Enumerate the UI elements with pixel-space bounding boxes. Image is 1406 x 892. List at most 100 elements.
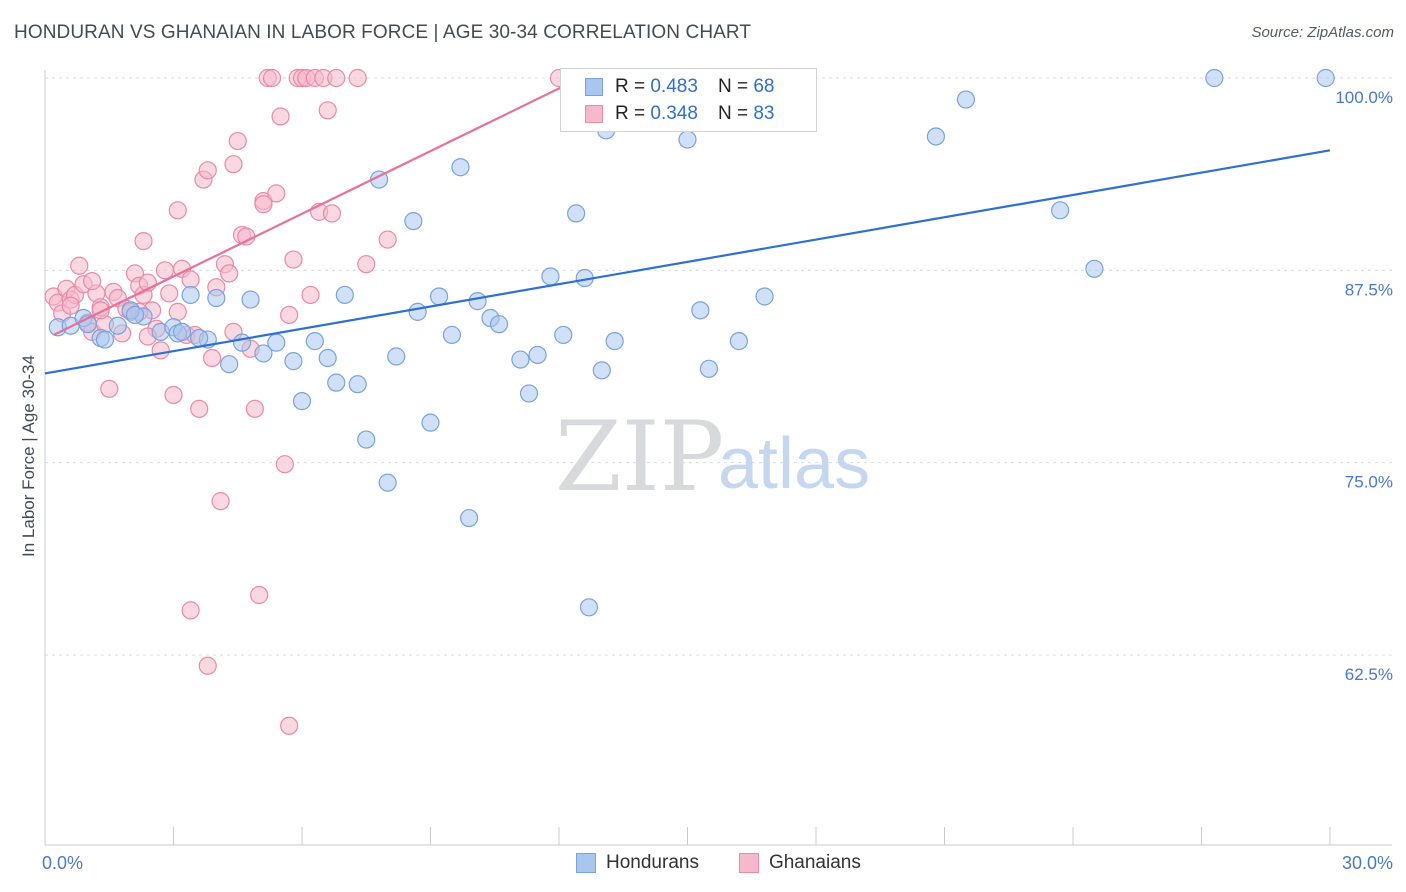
data-point-ghanaians (327, 68, 346, 88)
data-point-hondurans (691, 301, 710, 320)
data-point-hondurans (451, 158, 470, 177)
trend-line-ghanaians (53, 77, 581, 336)
data-point-hondurans (387, 347, 406, 366)
data-point-hondurans (678, 130, 697, 149)
data-point-hondurans (292, 392, 312, 411)
y-tick-label: 100.0% (1335, 88, 1393, 107)
data-point-ghanaians (198, 656, 217, 675)
data-point-hondurans (755, 287, 774, 306)
data-point-hondurans (95, 330, 115, 349)
data-point-ghanaians (168, 302, 187, 321)
data-point-ghanaians (211, 492, 230, 511)
data-point-hondurans (926, 127, 946, 146)
data-point-ghanaians (284, 250, 303, 269)
data-point-ghanaians (280, 305, 299, 325)
data-point-ghanaians (280, 716, 299, 735)
data-point-hondurans (1316, 68, 1335, 88)
data-point-ghanaians (190, 399, 209, 418)
data-point-hondurans (429, 287, 449, 306)
legend-item-hondurans[interactable]: Hondurans (576, 852, 699, 874)
data-point-ghanaians (61, 296, 80, 315)
data-point-ghanaians (100, 379, 119, 398)
data-point-ghanaians (202, 348, 222, 368)
legend-swatch-hondurans (576, 853, 596, 873)
data-point-hondurans (699, 359, 719, 378)
data-point-ghanaians (134, 231, 153, 251)
x-tick-label: 0.0% (42, 853, 83, 873)
data-point-ghanaians (318, 101, 337, 120)
data-point-ghanaians (155, 261, 175, 280)
legend-item-ghanaians[interactable]: Ghanaians (738, 852, 861, 874)
stats-legend: R = 0.483 N = 68 R = 0.348 N = 83 (560, 68, 817, 132)
series-hondurans (48, 68, 1335, 617)
data-point-ghanaians (83, 272, 102, 291)
data-point-hondurans (267, 333, 286, 352)
data-point-hondurans (956, 90, 976, 109)
data-point-ghanaians (254, 195, 273, 214)
watermark-zip: ZIP (555, 401, 724, 513)
data-point-ghanaians (220, 264, 239, 283)
legend-label-ghanaians: Ghanaians (768, 852, 861, 873)
data-point-ghanaians (348, 68, 367, 88)
data-point-hondurans (348, 375, 367, 394)
data-point-ghanaians (245, 399, 264, 418)
y-tick-label: 62.5% (1345, 665, 1393, 684)
data-point-hondurans (335, 285, 354, 305)
data-point-ghanaians (250, 585, 269, 605)
data-point-hondurans (442, 325, 462, 345)
data-point-hondurans (327, 373, 346, 392)
data-point-hondurans (567, 204, 586, 223)
data-point-ghanaians (198, 161, 217, 180)
data-point-hondurans (605, 332, 624, 351)
data-point-ghanaians (91, 301, 110, 320)
data-point-hondurans (729, 332, 749, 351)
data-point-hondurans (1051, 201, 1070, 220)
data-point-hondurans (172, 322, 192, 341)
data-point-ghanaians (70, 256, 89, 275)
data-point-ghanaians (322, 204, 342, 223)
legend-r-label: R = (615, 103, 646, 124)
data-point-hondurans (318, 348, 337, 368)
data-point-ghanaians (378, 230, 397, 249)
data-point-hondurans (511, 350, 530, 369)
legend-r-value: 0.348 (650, 103, 698, 124)
data-point-hondurans (254, 344, 273, 363)
data-point-hondurans (592, 361, 611, 380)
axes (44, 70, 1392, 846)
data-point-hondurans (579, 598, 599, 617)
data-point-hondurans (305, 332, 324, 351)
data-point-hondurans (241, 290, 260, 309)
legend-swatch-ghanaians (585, 105, 603, 123)
data-point-ghanaians (262, 68, 282, 88)
series-legend: Hondurans Ghanaians (576, 852, 901, 874)
legend-swatch-ghanaians (738, 853, 759, 873)
data-point-hondurans (468, 292, 487, 311)
data-point-ghanaians (164, 385, 183, 405)
legend-n-value: 83 (753, 103, 775, 124)
data-point-ghanaians (151, 341, 170, 360)
data-point-ghanaians (181, 270, 200, 289)
trend-line-hondurans (44, 149, 1331, 375)
data-point-hondurans (357, 430, 376, 449)
data-point-hondurans (190, 328, 209, 348)
data-point-ghanaians (181, 601, 200, 620)
data-point-hondurans (108, 316, 127, 335)
watermark-atlas: atlas (718, 424, 870, 504)
trend-lines (44, 77, 1331, 375)
data-point-hondurans (232, 333, 252, 352)
data-point-hondurans (541, 267, 560, 286)
chart-title: HONDURAN VS GHANAIAN IN LABOR FORCE | AG… (14, 22, 752, 43)
data-point-hondurans (421, 413, 440, 432)
legend-n-label: N = (717, 76, 749, 97)
data-point-hondurans (207, 288, 226, 308)
legend-r-value: 0.483 (650, 76, 698, 97)
legend-row-hondurans: R = 0.483 N = 68 (585, 76, 774, 98)
data-point-hondurans (378, 473, 397, 492)
data-point-ghanaians (275, 455, 294, 474)
data-point-ghanaians (168, 201, 187, 220)
data-point-ghanaians (357, 255, 376, 274)
data-point-hondurans (125, 305, 145, 325)
data-point-hondurans (489, 315, 509, 334)
legend-r-label: R = (615, 76, 646, 97)
tick-labels: 100.0% 87.5% 75.0% 62.5% 0.0% 30.0% (42, 88, 1393, 873)
